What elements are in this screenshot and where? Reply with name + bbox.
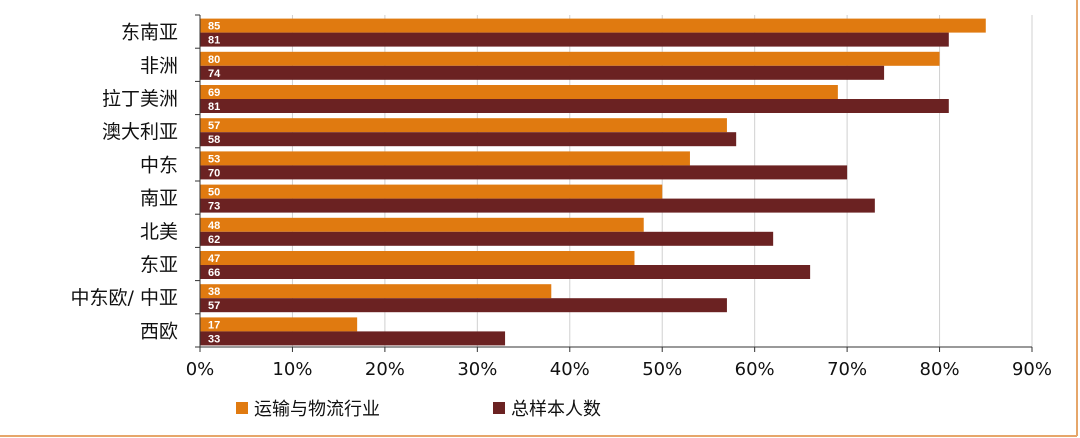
x-tick-label: 60% xyxy=(735,359,775,380)
data-label: 33 xyxy=(208,333,220,345)
bar-industry-0 xyxy=(200,18,986,33)
data-label: 53 xyxy=(208,153,220,165)
bar-total-9 xyxy=(200,331,506,346)
legend-swatch xyxy=(236,402,248,414)
category-label: 澳大利亚 xyxy=(102,121,178,143)
bar-total-4 xyxy=(200,165,848,180)
bar-industry-6 xyxy=(200,217,644,232)
data-label: 57 xyxy=(208,120,220,132)
category-label: 拉丁美洲 xyxy=(102,88,178,110)
data-label: 81 xyxy=(208,101,220,113)
category-label: 东南亚 xyxy=(121,22,178,44)
bar-total-0 xyxy=(200,32,949,47)
bar-total-3 xyxy=(200,132,737,147)
data-label: 69 xyxy=(208,87,220,99)
data-label: 70 xyxy=(208,167,220,179)
x-tick-label: 40% xyxy=(550,359,590,380)
data-label: 17 xyxy=(208,319,220,331)
data-label: 47 xyxy=(208,253,220,265)
bar-total-5 xyxy=(200,198,875,213)
category-label: 中东 xyxy=(140,154,178,176)
legend-swatch xyxy=(493,402,505,414)
bar-total-7 xyxy=(200,265,811,279)
x-tick-label: 20% xyxy=(365,359,405,380)
bar-total-1 xyxy=(200,65,885,80)
bar-total-6 xyxy=(200,231,774,246)
bar-total-2 xyxy=(200,99,949,113)
bar-industry-7 xyxy=(200,251,635,265)
data-label: 81 xyxy=(208,35,220,47)
category-label: 南亚 xyxy=(140,188,178,210)
x-tick-label: 80% xyxy=(920,359,960,380)
data-label: 66 xyxy=(208,267,220,279)
x-tick-label: 10% xyxy=(272,359,312,380)
x-tick-label: 50% xyxy=(642,359,682,380)
category-label: 东亚 xyxy=(140,254,178,276)
data-label: 38 xyxy=(208,286,220,298)
data-label: 62 xyxy=(208,234,220,246)
bar-industry-4 xyxy=(200,151,690,166)
data-label: 73 xyxy=(208,201,220,213)
data-label: 50 xyxy=(208,187,220,199)
x-tick-label: 90% xyxy=(1012,359,1052,380)
legend-label: 总样本人数 xyxy=(511,399,601,420)
data-label: 57 xyxy=(208,300,220,312)
bar-industry-8 xyxy=(200,284,552,299)
data-label: 58 xyxy=(208,134,220,146)
x-tick-label: 0% xyxy=(186,359,215,380)
bar-industry-3 xyxy=(200,118,727,133)
category-label: 西欧 xyxy=(140,320,178,342)
bar-industry-2 xyxy=(200,85,838,99)
category-label: 北美 xyxy=(140,221,178,243)
bar-industry-1 xyxy=(200,51,940,66)
data-label: 48 xyxy=(208,220,220,232)
category-label: 非洲 xyxy=(140,55,178,77)
bar-industry-5 xyxy=(200,184,663,199)
data-label: 80 xyxy=(208,54,220,66)
data-label: 74 xyxy=(208,68,221,80)
x-tick-label: 30% xyxy=(457,359,497,380)
legend-label: 运输与物流行业 xyxy=(254,399,380,420)
bar-industry-9 xyxy=(200,317,358,332)
bar-total-8 xyxy=(200,298,727,313)
data-label: 85 xyxy=(208,21,220,33)
x-tick-label: 70% xyxy=(827,359,867,380)
category-label: 中东欧/ 中亚 xyxy=(71,287,178,309)
